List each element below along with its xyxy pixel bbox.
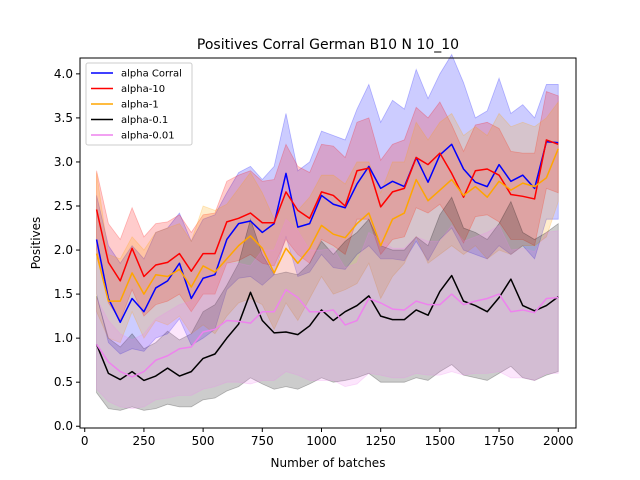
line-series-3 xyxy=(95,274,559,382)
legend-entry-label: alpha-1 xyxy=(121,100,159,111)
legend-entry-label: alpha Corral xyxy=(121,69,182,80)
band-series-0 xyxy=(96,53,559,355)
legend-entry-label: alpha-0.1 xyxy=(121,115,168,126)
y-tick-label: 1.0 xyxy=(54,331,73,345)
x-tick-label: 750 xyxy=(251,434,274,448)
y-axis-ticks: 0.0 0.5 1.0 1.5 2.0 2.5 3.0 3.5 4.0 xyxy=(54,67,80,433)
y-tick-label: 2.0 xyxy=(54,243,73,257)
line-series-1 xyxy=(95,139,559,282)
x-tick-label: 500 xyxy=(192,434,215,448)
confidence-bands xyxy=(96,53,559,411)
x-tick-label: 1750 xyxy=(484,434,515,448)
band-series-3 xyxy=(96,196,559,411)
x-tick-label: 1500 xyxy=(425,434,456,448)
x-tick-label: 1000 xyxy=(306,434,337,448)
chart-title: Positives Corral German B10 N 10_10 xyxy=(197,37,459,53)
line-series-0 xyxy=(95,140,559,324)
band-series-1 xyxy=(96,90,559,322)
x-tick-label: 250 xyxy=(132,434,155,448)
y-axis-label: Positives xyxy=(29,217,43,270)
y-tick-label: 4.0 xyxy=(54,67,73,81)
y-tick-label: 3.5 xyxy=(54,111,73,125)
x-axis-label: Number of batches xyxy=(271,456,386,470)
x-tick-label: 0 xyxy=(81,434,89,448)
band-series-4 xyxy=(96,218,559,410)
y-tick-label: 1.5 xyxy=(54,287,73,301)
series-lines xyxy=(95,139,559,382)
x-axis-ticks: 0 250 500 750 1000 1250 1500 1750 2000 xyxy=(81,428,574,448)
band-series-2 xyxy=(96,100,559,344)
x-tick-label: 2000 xyxy=(543,434,574,448)
y-tick-label: 0.0 xyxy=(54,419,73,433)
y-tick-label: 0.5 xyxy=(54,375,73,389)
y-tick-label: 3.0 xyxy=(54,155,73,169)
y-tick-label: 2.5 xyxy=(54,199,73,213)
line-series-4 xyxy=(95,288,559,378)
legend: alpha Corral alpha-10 alpha-1 alpha-0.1 alph… xyxy=(85,62,193,146)
legend-entry-label: alpha-0.01 xyxy=(121,131,175,142)
line-series-2 xyxy=(95,148,559,302)
legend-frame xyxy=(85,62,193,146)
legend-entry-label: alpha-10 xyxy=(121,84,165,95)
x-tick-label: 1250 xyxy=(365,434,396,448)
plot-area-frame xyxy=(79,57,577,429)
